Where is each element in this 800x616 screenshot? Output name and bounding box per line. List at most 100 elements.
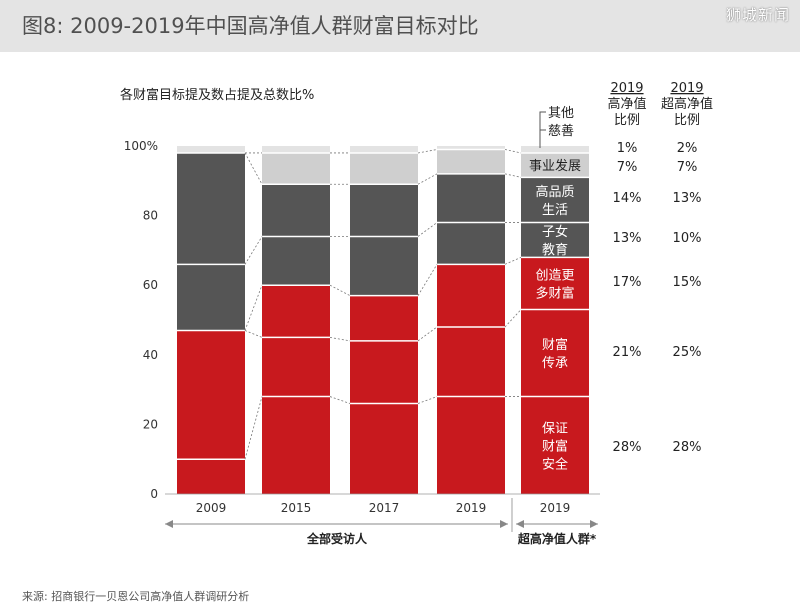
bar-segment — [521, 309, 589, 397]
bar-segment — [262, 146, 330, 153]
connector-line — [417, 173, 438, 185]
bar-segment — [262, 337, 330, 397]
x-tick-label: 2015 — [281, 501, 312, 515]
bar-segment — [350, 403, 418, 494]
table-cell-uhnw: 25% — [673, 345, 702, 360]
table-cell-hnw: 13% — [613, 231, 642, 246]
band-label: 传承 — [542, 356, 568, 371]
connector-line — [417, 326, 438, 342]
table-cell-hnw: 17% — [613, 275, 642, 290]
bar-segment — [437, 326, 505, 397]
bar-segment — [350, 146, 418, 153]
x-tick-label: 2019 — [540, 501, 571, 515]
band-label: 子女 — [542, 224, 568, 240]
table-cell-uhnw: 28% — [673, 440, 702, 455]
bar-segment — [437, 146, 505, 150]
band-label: 创造更 — [535, 268, 574, 283]
connector-line — [244, 236, 263, 265]
bar-segment — [437, 149, 505, 174]
bar-segment — [521, 396, 589, 494]
bar-segment — [177, 264, 245, 331]
x-tick-label: 2009 — [196, 501, 227, 515]
band-label: 生活 — [542, 203, 568, 218]
table-cell-uhnw: 2% — [677, 141, 698, 156]
table-header: 高净值 — [607, 96, 646, 112]
band-label: 事业发展 — [529, 158, 581, 174]
bar-segment — [437, 264, 505, 327]
band-label: 高品质 — [535, 184, 574, 200]
y-tick-label: 80 — [143, 209, 158, 223]
bar-segment — [521, 146, 589, 153]
band-label: 多财富 — [535, 285, 574, 301]
connector-line — [504, 173, 522, 178]
callout-bracket — [539, 111, 546, 148]
table-header: 比例 — [614, 113, 640, 128]
group-arrow-head-right — [500, 520, 508, 528]
chart-subtitle: 各财富目标提及数占提及总数比% — [120, 88, 315, 103]
bar-segment — [262, 285, 330, 338]
y-tick-label: 60 — [143, 278, 158, 292]
group-arrow-head-left — [165, 520, 173, 528]
callout-label: 其他 — [548, 106, 574, 121]
bar-segment — [350, 236, 418, 296]
connector-line — [504, 309, 522, 328]
bar-segment — [177, 330, 245, 460]
table-header: 比例 — [674, 113, 700, 128]
bar-segment — [521, 222, 589, 258]
connector-line — [329, 284, 351, 296]
table-cell-uhnw: 7% — [677, 160, 698, 175]
bar-segment — [521, 177, 589, 223]
y-tick-label: 0 — [150, 487, 158, 501]
group-label: 超高净值人群* — [517, 531, 597, 546]
y-tick-label: 20 — [143, 417, 158, 431]
bar-segment — [262, 184, 330, 237]
connector-line — [417, 149, 438, 154]
connector-line — [417, 222, 438, 237]
y-tick-label: 40 — [143, 348, 158, 362]
bar-segment — [350, 152, 418, 185]
bar-segment — [521, 152, 589, 178]
title-bar: 图8: 2009-2019年中国高净值人群财富目标对比 狮城新闻 — [0, 0, 800, 52]
table-cell-uhnw: 13% — [673, 191, 702, 206]
table-cell-hnw: 21% — [613, 345, 642, 360]
page-title: 图8: 2009-2019年中国高净值人群财富目标对比 — [22, 14, 479, 38]
band-label: 保证 — [542, 421, 568, 436]
connector-line — [244, 285, 263, 331]
bar-segment — [437, 222, 505, 265]
bar-segment — [262, 152, 330, 185]
bar-segment — [350, 184, 418, 237]
bar-segment — [350, 295, 418, 341]
connector-line — [244, 152, 263, 185]
connector-line — [417, 264, 438, 296]
watermark: 狮城新闻 — [725, 6, 790, 24]
bar-segment — [262, 236, 330, 286]
table-cell-uhnw: 10% — [673, 231, 702, 246]
table-cell-hnw: 1% — [617, 141, 638, 156]
bar-segment — [262, 396, 330, 494]
callout-label: 慈善 — [548, 123, 574, 139]
table-cell-uhnw: 15% — [673, 275, 702, 290]
bar-segment — [177, 152, 245, 265]
bar-segment — [437, 396, 505, 494]
connector-line — [504, 149, 522, 154]
bar-segment — [177, 146, 245, 153]
source-note: 来源: 招商银行一贝恩公司高净值人群调研分析 — [22, 590, 250, 603]
bar-segment — [350, 340, 418, 404]
table-header: 超高净值 — [661, 96, 713, 112]
table-header: 2019 — [670, 81, 703, 96]
band-label: 安全 — [542, 456, 568, 472]
x-tick-label: 2017 — [369, 501, 400, 515]
connector-line — [504, 256, 522, 265]
x-tick-label: 2019 — [456, 501, 487, 515]
bar-segment — [177, 459, 245, 494]
connector-line — [244, 396, 263, 460]
connector-line — [244, 330, 263, 338]
band-label: 教育 — [542, 242, 568, 258]
bar-segment — [521, 257, 589, 310]
connector-line — [329, 396, 351, 404]
band-label: 财富 — [542, 337, 568, 353]
group-arrow-head-left — [516, 520, 524, 528]
table-header: 2019 — [610, 81, 643, 96]
table-cell-hnw: 14% — [613, 191, 642, 206]
